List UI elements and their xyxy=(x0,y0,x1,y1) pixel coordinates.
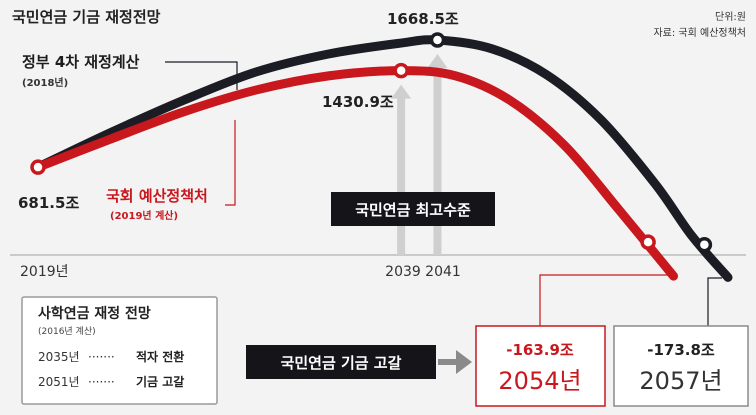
depletion-badge xyxy=(246,345,436,379)
source-label: 자료: 국회 예산정책처 xyxy=(653,27,746,39)
start-point-marker xyxy=(30,159,46,175)
x-tick-2039: 2039 xyxy=(385,264,421,280)
series-sublabel-gov: (2018년) xyxy=(22,76,68,89)
depletion-badge-text: 국민연금 기금 고갈 xyxy=(281,354,402,372)
peak-arrows xyxy=(391,54,448,255)
gov-end-leader xyxy=(707,277,722,326)
pp-row2-event: 기금 고갈 xyxy=(136,374,184,389)
pp-row2-year: 2051년 xyxy=(38,375,80,389)
private-pension-box xyxy=(21,296,218,405)
series-label-gov: 정부 4차 재정계산 xyxy=(22,53,140,71)
peak-badge-text: 국민연금 최고수준 xyxy=(355,201,471,219)
gov-peak-arrow-head xyxy=(427,54,448,68)
depletion-arrow-head xyxy=(456,350,472,374)
point-markers xyxy=(30,32,713,253)
pp-row2-dots: ······· xyxy=(88,375,115,389)
x-tick-2041: 2041 xyxy=(425,264,461,280)
gov-depletion-box xyxy=(613,325,749,407)
series-label-nabo: 국회 예산정책처 xyxy=(106,187,208,205)
unit-label: 단위:원 xyxy=(715,10,746,23)
pp-row1-year: 2035년 xyxy=(38,350,80,364)
nabo-end-leader xyxy=(539,274,668,326)
gov-peak-arrow-shaft xyxy=(433,66,442,255)
gov-peak-label: 1668.5조 xyxy=(387,10,459,28)
nabo-end-value: -163.9조 xyxy=(506,341,574,359)
nabo-depletion-box xyxy=(475,325,606,407)
start-value-label: 681.5조 xyxy=(18,194,79,212)
nabo-depletion-marker xyxy=(640,234,656,250)
series-sublabel-nabo: (2019년 계산) xyxy=(110,209,178,222)
nabo-peak-label: 1430.9조 xyxy=(322,93,394,111)
gov-peak-marker xyxy=(429,32,446,48)
x-tick-2019: 2019년 xyxy=(20,264,69,280)
gov-end-year: 2057년 xyxy=(639,367,722,395)
chart-title: 국민연금 기금 재정전망 xyxy=(12,8,161,26)
nabo-peak-marker xyxy=(393,62,409,79)
gov-depletion-marker xyxy=(696,236,713,253)
nabo-end-year: 2054년 xyxy=(498,367,581,395)
private-pension-title: 사학연금 재정 전망 xyxy=(38,305,151,322)
nabo-label-leader xyxy=(225,120,236,206)
peak-badge xyxy=(331,192,495,226)
pp-row1-dots: ······· xyxy=(88,350,115,364)
nabo-peak-arrow-shaft xyxy=(397,96,406,255)
private-pension-subtitle: (2016년 계산) xyxy=(38,325,96,337)
gov-end-value: -173.8조 xyxy=(647,341,715,359)
gov-label-leader xyxy=(165,61,238,90)
nabo-peak-arrow-head xyxy=(391,84,412,99)
pp-row1-event: 적자 전환 xyxy=(136,349,184,364)
